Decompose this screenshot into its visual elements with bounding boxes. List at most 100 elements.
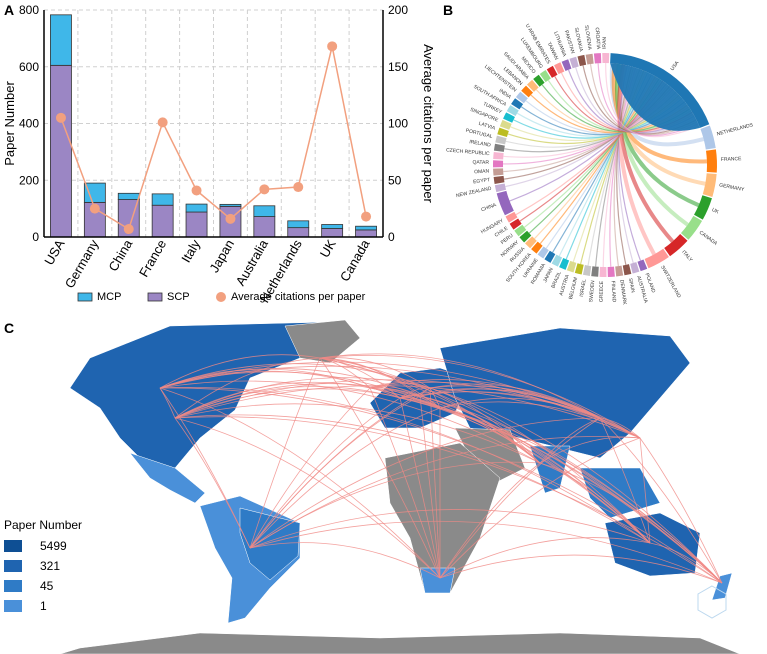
chord-link: [597, 63, 699, 137]
legend-label: 321: [40, 559, 61, 573]
chord-label: SLOVENIA: [583, 25, 593, 51]
chord-label: SLOVAKIA: [573, 27, 584, 53]
chord-arc: [599, 266, 607, 277]
chord-arc: [495, 135, 507, 145]
chord-arc: [607, 266, 615, 277]
map-legend-row-3: 1: [4, 596, 82, 616]
chord-arc: [561, 59, 572, 71]
chord-arc: [544, 250, 556, 263]
chord-arc: [509, 218, 522, 230]
chord-arc: [511, 98, 524, 110]
collaboration-link: [599, 417, 641, 439]
y2-tick-label: 50: [388, 173, 402, 187]
chord-link: [605, 62, 700, 138]
bar-mcp: [321, 224, 344, 229]
legend-label-citations: Average citations per paper: [231, 291, 366, 303]
legend-swatch: [4, 600, 22, 612]
legend-swatch: [4, 540, 22, 552]
bar-mcp: [185, 203, 208, 213]
chord-arc: [566, 260, 577, 273]
legend-label-mcp: MCP: [97, 291, 121, 303]
chord-arc: [533, 74, 545, 87]
chord-label: BELGIUM: [568, 277, 579, 300]
chord-arc: [499, 119, 512, 130]
legend-label-scp: SCP: [167, 291, 190, 303]
chord-label: QATAR: [473, 160, 490, 166]
collaboration-link: [419, 395, 441, 579]
chord-arc: [493, 175, 505, 184]
citation-point: [191, 185, 202, 196]
y-tick-label: 0: [32, 230, 39, 244]
collaboration-link: [174, 414, 651, 544]
collaboration-link: [319, 357, 723, 584]
collaboration-link: [249, 461, 541, 549]
antarctica-shape: [59, 632, 741, 654]
chord-label: ISRAEL: [579, 279, 588, 298]
collaboration-link: [174, 381, 371, 419]
citation-line: [60, 46, 367, 231]
collaboration-link: [319, 354, 641, 439]
chord-ribbon-usa: [610, 63, 700, 131]
chord-arc: [574, 263, 584, 275]
bar-scp: [287, 227, 310, 238]
y-tick-label: 400: [19, 117, 39, 131]
chord-arc: [577, 54, 587, 67]
x-tick-label: Australia: [233, 236, 272, 288]
y2-tick-label: 100: [388, 117, 408, 131]
chord-arc: [521, 85, 534, 98]
citation-point: [123, 224, 134, 235]
panel-b-letter: B: [443, 2, 454, 18]
chord-label: NETHERLANDS: [716, 122, 754, 137]
collaboration-link: [439, 437, 641, 579]
y2-tick-label: 200: [388, 3, 408, 17]
citation-point: [293, 182, 304, 193]
map-legend: Paper Number 5499 321 45 1: [4, 518, 82, 616]
citation-point: [225, 213, 236, 224]
legend-swatch: [4, 580, 22, 592]
citation-point: [55, 112, 66, 123]
y2-axis-label: Average citations per paper: [421, 44, 436, 203]
collaboration-link: [639, 437, 651, 544]
bar-mcp: [50, 14, 72, 66]
collaboration-link: [249, 397, 401, 549]
bar-scp: [50, 64, 72, 238]
chord-arc: [503, 112, 515, 123]
collaboration-link: [319, 357, 371, 389]
collaboration-link: [159, 368, 371, 389]
collaboration-link: [319, 357, 651, 544]
chord-label: FINLAND: [610, 281, 617, 303]
chord-label: IRELAND: [469, 139, 492, 148]
collaboration-link: [429, 387, 723, 584]
collaboration-link: [319, 357, 441, 409]
x-tick-label: Germany: [62, 237, 102, 291]
watermark-logo: [697, 585, 727, 619]
bar-mcp: [253, 205, 276, 217]
chord-arc: [497, 127, 509, 138]
collaboration-link: [439, 401, 641, 439]
chord-label: NEW ZEALAND: [455, 186, 492, 200]
collaboration-link: [249, 509, 651, 549]
legend-swatch-mcp: [77, 292, 93, 302]
chord-arc: [496, 190, 514, 216]
collaboration-link: [249, 407, 441, 549]
chord-arc: [554, 62, 565, 75]
chord-arc: [531, 241, 543, 254]
collaboration-link: [249, 417, 601, 549]
map-legend-row-1: 321: [4, 556, 82, 576]
collaboration-link: [429, 387, 651, 544]
chord-arc: [514, 224, 527, 237]
collaboration-link: [439, 407, 651, 544]
y2-tick-label: 0: [388, 230, 395, 244]
chord-arc: [551, 254, 563, 267]
chord-arc: [582, 265, 592, 276]
collaboration-link: [249, 357, 321, 549]
chord-arc: [493, 143, 505, 152]
collaboration-link: [369, 387, 541, 464]
collaboration-link: [159, 387, 441, 579]
collaboration-link: [319, 357, 441, 579]
collaboration-link: [174, 417, 441, 579]
x-tick-label: UK: [317, 237, 339, 260]
y-tick-label: 200: [19, 173, 39, 187]
brazil-shape: [239, 507, 301, 581]
